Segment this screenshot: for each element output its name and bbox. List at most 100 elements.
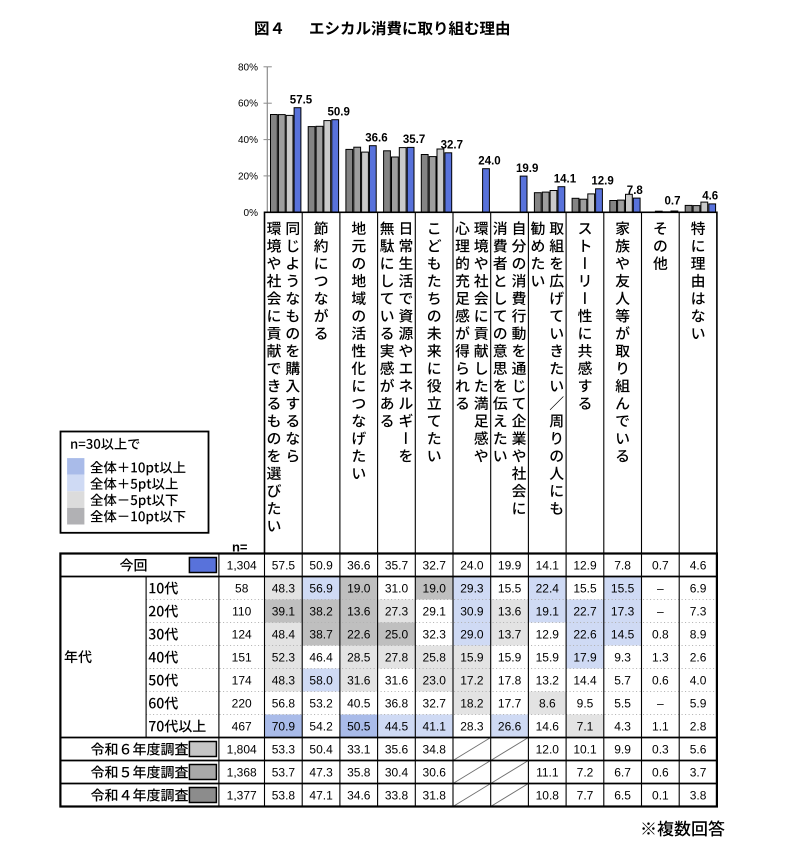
svg-text:31.6: 31.6: [347, 673, 371, 687]
svg-text:47.1: 47.1: [309, 788, 333, 802]
svg-text:57.5: 57.5: [290, 94, 313, 106]
svg-text:13.7: 13.7: [498, 627, 522, 641]
svg-text:–: –: [657, 604, 664, 618]
svg-text:24.0: 24.0: [478, 155, 500, 167]
svg-text:110: 110: [232, 604, 251, 618]
svg-text:0.7: 0.7: [665, 196, 681, 208]
svg-text:1,804: 1,804: [227, 742, 257, 756]
svg-text:1.1: 1.1: [652, 719, 669, 733]
svg-text:34.8: 34.8: [423, 742, 447, 756]
svg-text:48.3: 48.3: [272, 673, 296, 687]
svg-text:15.9: 15.9: [460, 650, 484, 664]
svg-text:26.6: 26.6: [498, 719, 522, 733]
svg-text:40.5: 40.5: [347, 696, 371, 710]
svg-text:15.9: 15.9: [498, 650, 522, 664]
svg-text:9.5: 9.5: [577, 696, 594, 710]
svg-text:25.0: 25.0: [385, 627, 409, 641]
svg-text:36.6: 36.6: [347, 558, 371, 572]
svg-text:7.8: 7.8: [614, 558, 631, 572]
svg-text:28.5: 28.5: [347, 650, 371, 664]
svg-text:5.6: 5.6: [690, 742, 707, 756]
svg-text:4.6: 4.6: [702, 191, 718, 203]
svg-text:19.9: 19.9: [516, 163, 538, 175]
svg-text:n=: n=: [232, 540, 248, 555]
svg-text:4.3: 4.3: [614, 719, 631, 733]
svg-text:1,377: 1,377: [227, 788, 257, 802]
svg-text:–: –: [657, 581, 664, 595]
svg-text:12.9: 12.9: [591, 176, 613, 188]
svg-text:19.0: 19.0: [423, 581, 447, 595]
svg-text:14.6: 14.6: [536, 719, 560, 733]
svg-text:35.7: 35.7: [385, 558, 409, 572]
svg-text:5.5: 5.5: [614, 696, 631, 710]
svg-text:0.7: 0.7: [652, 558, 669, 572]
svg-text:27.8: 27.8: [385, 650, 409, 664]
svg-text:9.3: 9.3: [614, 650, 631, 664]
svg-text:0.8: 0.8: [652, 627, 669, 641]
svg-text:12.9: 12.9: [573, 558, 597, 572]
svg-text:80%: 80%: [238, 62, 258, 73]
svg-text:58.0: 58.0: [309, 673, 333, 687]
svg-text:57.5: 57.5: [272, 558, 296, 572]
svg-text:70.9: 70.9: [272, 719, 296, 733]
svg-text:35.7: 35.7: [403, 134, 425, 146]
svg-text:467: 467: [232, 719, 252, 733]
svg-text:50.9: 50.9: [309, 558, 333, 572]
svg-text:35.6: 35.6: [385, 742, 409, 756]
svg-text:50.4: 50.4: [309, 742, 333, 756]
svg-text:36.8: 36.8: [385, 696, 409, 710]
svg-text:34.6: 34.6: [347, 788, 371, 802]
svg-text:56.8: 56.8: [272, 696, 296, 710]
svg-text:38.7: 38.7: [309, 627, 333, 641]
svg-text:8.9: 8.9: [690, 627, 707, 641]
svg-text:46.4: 46.4: [309, 650, 333, 664]
svg-text:1.3: 1.3: [652, 650, 669, 664]
svg-text:29.3: 29.3: [460, 581, 484, 595]
svg-text:36.6: 36.6: [365, 132, 387, 144]
svg-text:17.2: 17.2: [460, 673, 484, 687]
svg-text:0%: 0%: [244, 208, 259, 219]
svg-text:30.9: 30.9: [460, 604, 484, 618]
svg-text:7.2: 7.2: [577, 765, 594, 779]
svg-text:50.9: 50.9: [328, 106, 350, 118]
svg-text:38.2: 38.2: [309, 604, 333, 618]
svg-text:32.7: 32.7: [441, 140, 463, 152]
svg-text:17.9: 17.9: [573, 650, 597, 664]
svg-text:1,304: 1,304: [227, 558, 257, 572]
svg-text:17.3: 17.3: [611, 604, 635, 618]
svg-text:44.5: 44.5: [385, 719, 409, 733]
svg-text:52.3: 52.3: [272, 650, 296, 664]
svg-text:29.0: 29.0: [460, 627, 484, 641]
svg-text:12.0: 12.0: [536, 742, 560, 756]
svg-text:22.4: 22.4: [536, 581, 560, 595]
svg-text:5.9: 5.9: [690, 696, 707, 710]
svg-text:13.2: 13.2: [536, 673, 560, 687]
svg-text:60%: 60%: [238, 99, 258, 110]
svg-text:14.4: 14.4: [573, 673, 597, 687]
svg-text:7.3: 7.3: [690, 604, 707, 618]
svg-text:40%: 40%: [238, 135, 258, 146]
svg-text:20%: 20%: [238, 171, 258, 182]
svg-text:15.5: 15.5: [611, 581, 635, 595]
svg-text:22.6: 22.6: [573, 627, 597, 641]
svg-text:23.0: 23.0: [423, 673, 447, 687]
svg-text:124: 124: [232, 627, 252, 641]
svg-text:25.8: 25.8: [423, 650, 447, 664]
svg-text:0.6: 0.6: [652, 673, 669, 687]
svg-text:3.7: 3.7: [690, 765, 707, 779]
svg-text:14.1: 14.1: [554, 173, 577, 185]
svg-text:53.8: 53.8: [272, 788, 296, 802]
svg-text:4.0: 4.0: [690, 673, 707, 687]
svg-text:7.8: 7.8: [627, 185, 644, 197]
svg-text:13.6: 13.6: [498, 604, 522, 618]
svg-text:1,368: 1,368: [227, 765, 257, 779]
svg-text:58: 58: [235, 581, 249, 595]
svg-text:33.8: 33.8: [385, 788, 409, 802]
svg-text:8.6: 8.6: [539, 696, 556, 710]
svg-text:10.8: 10.8: [536, 788, 560, 802]
svg-text:22.6: 22.6: [347, 627, 371, 641]
svg-text:11.1: 11.1: [536, 765, 559, 779]
svg-text:15.9: 15.9: [536, 650, 560, 664]
svg-text:7.1: 7.1: [577, 719, 594, 733]
svg-text:7.7: 7.7: [577, 788, 594, 802]
